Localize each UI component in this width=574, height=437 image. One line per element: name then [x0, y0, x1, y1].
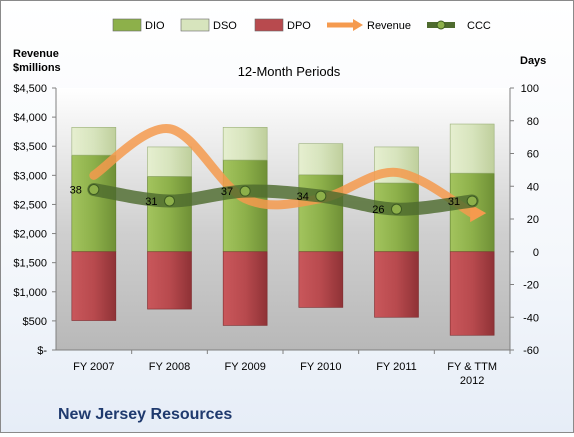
left-tick-label: $-: [37, 345, 47, 357]
right-tick-label: -40: [523, 312, 539, 324]
ccc-data-label: 31: [145, 196, 157, 208]
ccc-marker: [391, 203, 402, 215]
bar-dso: [222, 127, 268, 161]
right-tick-label: 20: [527, 214, 539, 226]
ccc-data-label: 26: [372, 204, 384, 216]
x-tick-label: FY 2009: [224, 361, 265, 373]
bar-dso: [147, 146, 192, 177]
ccc-marker: [239, 185, 251, 197]
left-tick-label: $2,000: [13, 229, 47, 241]
right-tick-label: 40: [527, 181, 539, 193]
revenue-arrowhead: [470, 204, 487, 223]
bar-dso: [449, 123, 495, 174]
ccc-data-label: 31: [448, 196, 460, 208]
plot-area: 38 31 37 34 26 31: [56, 88, 510, 350]
left-axis-title-line1: Revenue: [13, 48, 59, 60]
left-tick-label: $3,000: [13, 170, 47, 182]
chart-title: 12-Month Periods: [238, 64, 341, 79]
left-tick-label: $1,500: [13, 258, 47, 270]
bar-dio: [298, 174, 344, 253]
ccc-data-label: 38: [70, 185, 82, 197]
left-axis-title-line2: $millions: [13, 62, 61, 74]
bar-dpo: [449, 251, 495, 336]
left-tick-label: $1,000: [13, 287, 47, 299]
bar-dio: [71, 154, 117, 253]
legend-swatch-dso: [180, 18, 210, 32]
legend-swatch-dpo: [254, 18, 284, 32]
left-tick-label: $500: [23, 316, 47, 328]
bar-dpo: [147, 251, 192, 310]
legend-marker-ccc: [436, 20, 446, 30]
ccc-marker: [164, 195, 175, 207]
x-tick-label: FY 2011: [376, 361, 417, 373]
left-tick-label: $4,000: [13, 112, 47, 124]
axes: $- $500 $1,000 $1,500 $2,000 $2,500 $3,000 $3,5…: [13, 83, 539, 387]
bar-dio: [147, 176, 192, 253]
left-tick-label: $3,500: [13, 141, 47, 153]
bar-dpo: [222, 251, 268, 326]
x-tick-label: FY 2007: [73, 361, 114, 373]
right-tick-label: -60: [523, 345, 539, 357]
legend: DIO DSO DPO Revenue CCC: [112, 18, 491, 32]
bar-dio: [374, 182, 419, 253]
right-axis-title: Days: [520, 55, 546, 67]
ccc-data-label: 34: [297, 191, 309, 203]
bar-dso: [298, 143, 344, 176]
bar-dpo: [71, 251, 117, 321]
bar-dpo: [374, 251, 419, 318]
ccc-marker: [315, 190, 327, 202]
right-tick-label: -20: [523, 280, 539, 292]
legend-label-revenue: Revenue: [367, 20, 411, 32]
x-tick-label: FY 2008: [149, 361, 190, 373]
right-tick-label: 0: [533, 247, 539, 259]
ccc-marker: [466, 195, 478, 207]
left-tick-label: $4,500: [13, 83, 47, 95]
legend-swatch-dio: [112, 18, 142, 32]
bar-dso: [71, 127, 117, 156]
left-tick-label: $2,500: [13, 199, 47, 211]
right-tick-label: 100: [521, 83, 539, 95]
legend-label-dso: DSO: [213, 20, 237, 32]
right-tick-label: 60: [527, 149, 539, 161]
ccc-line: [87, 183, 479, 216]
ccc-marker: [88, 184, 100, 196]
revenue-line: [89, 124, 477, 218]
right-tick-label: 80: [527, 116, 539, 128]
legend-label-dpo: DPO: [287, 20, 311, 32]
company-name: New Jersey Resources: [58, 406, 233, 423]
x-tick-label: FY & TTM 2012: [447, 361, 497, 387]
ccc-data-label: 37: [221, 186, 233, 198]
bar-dpo: [298, 251, 344, 308]
plot-background: [56, 88, 510, 350]
legend-label-dio: DIO: [145, 20, 165, 32]
x-tick-label: FY 2010: [300, 361, 341, 373]
legend-arrow-revenue: [353, 19, 363, 31]
legend-label-ccc: CCC: [467, 20, 491, 32]
